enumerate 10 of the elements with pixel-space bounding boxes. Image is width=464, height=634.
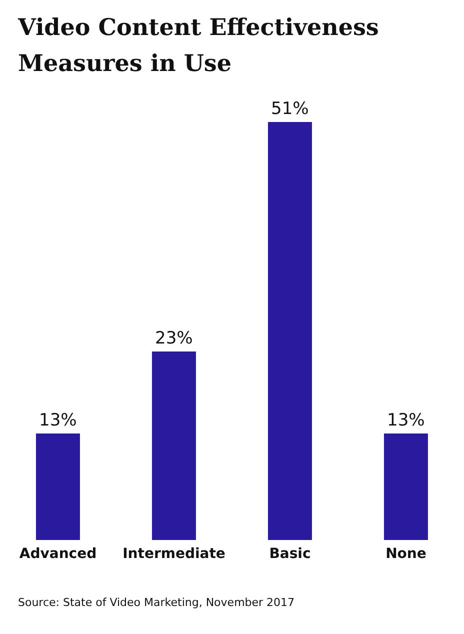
x-tick-label: Advanced <box>19 546 97 562</box>
x-tick-label: Intermediate <box>122 546 226 562</box>
data-label: 51% <box>271 99 309 119</box>
x-tick-label: Basic <box>269 546 311 562</box>
data-label: 13% <box>387 410 425 430</box>
data-label: 13% <box>39 410 77 430</box>
source-note: Source: State of Video Marketing, November 2017 <box>18 596 295 609</box>
x-tick-label: None <box>386 546 426 562</box>
data-label: 23% <box>155 328 193 348</box>
chart-title: Video Content Effectiveness Measures in Use <box>18 13 380 79</box>
